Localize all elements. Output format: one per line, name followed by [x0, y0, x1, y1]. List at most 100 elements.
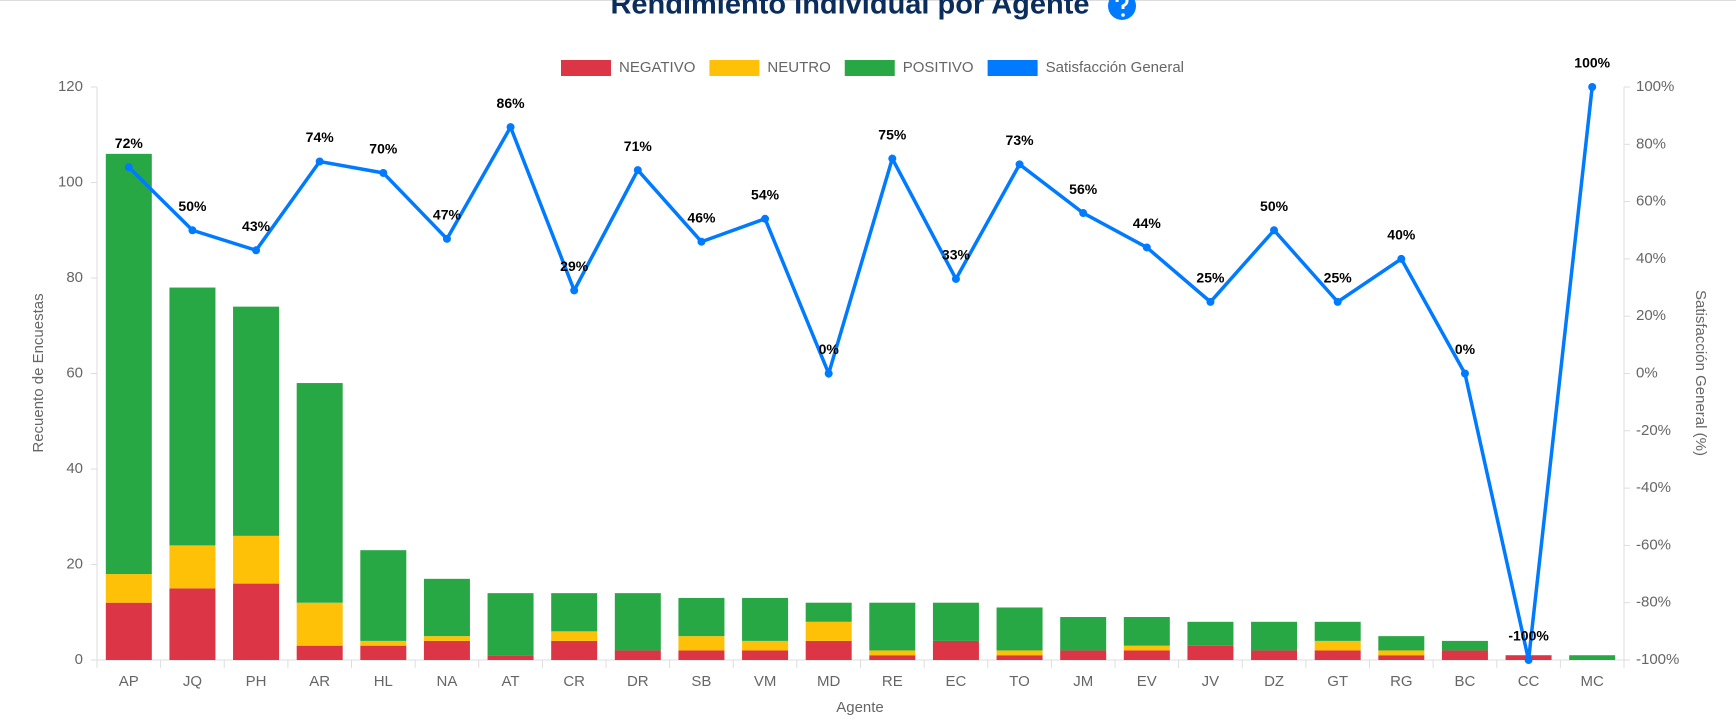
x-tick-label: JV [1202, 673, 1220, 690]
x-tick-label: PH [246, 673, 267, 690]
line-point [252, 246, 261, 255]
legend-swatch [844, 60, 895, 76]
line-point [1142, 243, 1151, 252]
bar-segment [1123, 650, 1170, 660]
data-label: 47% [433, 207, 462, 223]
data-label: 74% [306, 129, 335, 145]
line-point [124, 163, 133, 172]
x-tick-label: AR [309, 673, 330, 690]
data-label: 70% [369, 141, 398, 157]
y2-tick-label: 100% [1636, 78, 1674, 95]
x-tick-label: RE [882, 673, 903, 690]
bar-segment [1187, 645, 1234, 660]
bar-segment [1441, 650, 1488, 660]
bar-segment [1314, 640, 1361, 651]
bar-segment [360, 645, 407, 660]
x-tick-label: HL [374, 673, 393, 690]
line-point [1079, 209, 1088, 218]
y2-tick-label: -20% [1636, 422, 1671, 439]
bar-segment [869, 650, 916, 656]
x-tick-label: SB [691, 673, 711, 690]
x-tick-label: JM [1073, 673, 1093, 690]
bar-segment [1378, 655, 1425, 660]
bar-segment [423, 636, 470, 641]
line [127, 86, 1594, 661]
bar-segment [1187, 621, 1234, 646]
data-label: 43% [242, 218, 271, 234]
data-label: 73% [1006, 132, 1035, 148]
data-label: 86% [497, 95, 526, 111]
y2-tick-label: 80% [1636, 135, 1666, 152]
bar-segment [551, 631, 598, 641]
bar-segment [1441, 640, 1488, 651]
y-tick-label: 20 [66, 555, 83, 572]
bar-segment [1251, 650, 1298, 660]
data-label: 56% [1069, 181, 1098, 197]
bar-segment [805, 602, 852, 622]
data-label: 0% [1455, 341, 1476, 357]
y2-tick-label: -100% [1636, 651, 1679, 668]
bar-segment [869, 655, 916, 660]
y-tick-label: 60 [66, 364, 83, 381]
bar-segment [233, 535, 280, 584]
line-point [315, 157, 324, 166]
x-tick-label: JQ [183, 673, 202, 690]
bar-segment [296, 645, 343, 660]
bar-segment [869, 602, 916, 651]
bar-segment [678, 597, 725, 637]
data-label: 54% [751, 186, 780, 202]
bar-segment [614, 593, 661, 651]
bar-segment [105, 153, 152, 575]
legend-label: POSITIVO [903, 59, 974, 76]
bar-segment [742, 597, 789, 641]
bar-segment [996, 607, 1043, 651]
data-label: 72% [115, 135, 144, 151]
data-label: 46% [687, 209, 716, 225]
bar-segment [487, 655, 534, 660]
bar-segment [1060, 617, 1107, 651]
x-tick-label: RG [1390, 673, 1413, 690]
line-point [1206, 297, 1215, 306]
x-tick-label: MC [1581, 673, 1604, 690]
line-point [442, 234, 451, 243]
data-label: 71% [624, 138, 653, 154]
line-point [633, 166, 642, 175]
x-tick-label: MD [817, 673, 840, 690]
line-point [1460, 369, 1469, 378]
bar-segment [1378, 636, 1425, 651]
bar-segment [1314, 650, 1361, 660]
y2-tick-label: -40% [1636, 479, 1671, 496]
x-tick-label: EV [1137, 673, 1157, 690]
bar-segment [233, 306, 280, 536]
y-tick-label: 80 [66, 269, 83, 286]
bar-segment [105, 574, 152, 603]
data-label: 40% [1387, 227, 1416, 243]
bar-segment [487, 593, 534, 656]
y-tick-label: 40 [66, 460, 83, 477]
bar-segment [1123, 617, 1170, 646]
data-label: 44% [1133, 215, 1162, 231]
bar-segment [805, 640, 852, 660]
x-axis-title: Agente [836, 699, 884, 716]
x-tick-label: AP [119, 673, 139, 690]
y2-tick-label: 20% [1636, 307, 1666, 324]
x-tick-label: GT [1327, 673, 1348, 690]
bar-segment [169, 588, 216, 660]
bar-segment [169, 287, 216, 546]
bar-segment [551, 640, 598, 660]
chart-title: Rendimiento Individual por Agente [610, 0, 1089, 21]
legend-label: Satisfacción General [1046, 59, 1184, 76]
line-point [1270, 226, 1279, 235]
x-tick-label: TO [1009, 673, 1030, 690]
y2-tick-label: 40% [1636, 250, 1666, 267]
bar-segment [105, 602, 152, 660]
help-icon[interactable] [1108, 0, 1136, 20]
bar-segment [1569, 655, 1616, 660]
bar-segment [742, 640, 789, 651]
bar-segment [932, 602, 979, 641]
bar-segment [169, 545, 216, 589]
y2-tick-label: 0% [1636, 364, 1658, 381]
data-label: 50% [178, 198, 207, 214]
legend-swatch [987, 60, 1038, 76]
